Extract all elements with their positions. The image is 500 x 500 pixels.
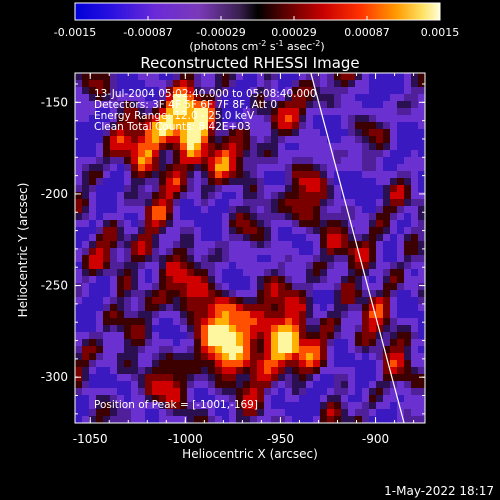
x-axis-label: Heliocentric X (arcsec) — [182, 447, 318, 461]
limb-line — [310, 73, 405, 423]
colorbar-unit-label: (photons cm-2 s-1 asec-2) — [189, 39, 324, 53]
colorbar-tick-label: -0.00029 — [196, 26, 245, 39]
colorbar-tick-label: 0.00029 — [271, 26, 317, 39]
colorbar: -0.0015 -0.00087 -0.00029 0.00029 0.00087 0.0… — [54, 2, 459, 53]
y-tick-label: -300 — [41, 370, 68, 384]
annotation-peak-position: Position of Peak = [-1001,-169] — [94, 399, 258, 411]
y-tick-label: -150 — [41, 95, 68, 109]
axis-ticks: -1050 -1000 -950 -900 -150 -200 -250 -300 — [41, 73, 425, 446]
y-tick-label: -200 — [41, 187, 68, 201]
y-axis-label: Heliocentric Y (arcsec) — [16, 183, 30, 318]
annotation-detectors: Detectors: 3F 4F 5F 6F 7F 8F, Att 0 — [94, 99, 277, 111]
heatmap-image — [75, 73, 425, 423]
colorbar-gradient — [74, 2, 441, 21]
plot-frame — [74, 72, 426, 424]
colorbar-tick-label: -0.00087 — [123, 26, 172, 39]
x-tick-label: -1000 — [168, 432, 203, 446]
x-tick-label: -900 — [362, 432, 389, 446]
colorbar-tick-label: 0.0015 — [421, 26, 460, 39]
timestamp: 1-May-2022 18:17 — [384, 484, 494, 498]
annotation-time-range: 13-Jul-2004 05:02:40.000 to 05:08:40.000 — [94, 88, 317, 100]
annotation-energy-range: Energy Range: 12.0 - 25.0 keV — [94, 110, 255, 122]
y-tick-label: -250 — [41, 279, 68, 293]
annotation-counts: Clean Total Counts: 8.42E+03 — [94, 121, 251, 133]
x-tick-label: -1050 — [73, 432, 108, 446]
colorbar-tick-label: 0.00087 — [344, 26, 390, 39]
chart-title: Reconstructed RHESSI Image — [140, 54, 359, 72]
colorbar-tick-label: -0.0015 — [54, 26, 96, 39]
colorbar-ticks: -0.0015 -0.00087 -0.00029 0.00029 0.00087 0.0… — [54, 16, 459, 39]
x-tick-label: -950 — [267, 432, 294, 446]
annotation-block: 13-Jul-2004 05:02:40.000 to 05:08:40.000… — [94, 88, 317, 411]
